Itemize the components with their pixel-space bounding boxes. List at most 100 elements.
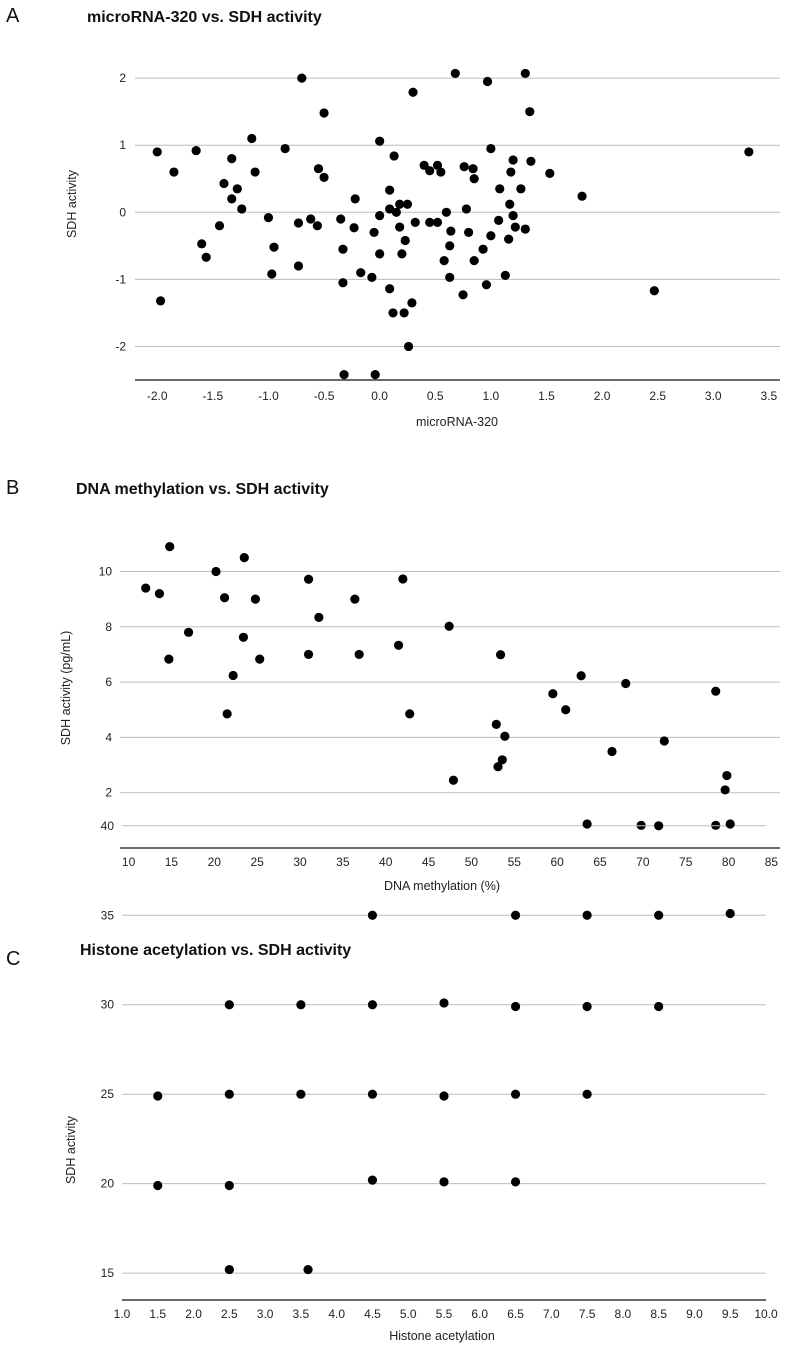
panel-c-x-tick-label: 2.0 <box>185 1307 202 1321</box>
panel-a-data-point <box>445 272 455 282</box>
panel-c-x-tick-label: 6.5 <box>507 1307 524 1321</box>
panel-c-data-point <box>367 910 378 920</box>
panel-a: A microRNA-320 vs. SDH activity -2-1012 … <box>6 5 780 429</box>
panel-a-data-point <box>410 217 420 227</box>
panel-c-y-tick-label: 35 <box>101 908 115 922</box>
panel-b-points <box>141 541 732 830</box>
panel-a-x-tick-label: 3.0 <box>705 389 722 403</box>
panel-a-data-point <box>464 227 474 238</box>
panel-a-data-point <box>313 164 324 174</box>
panel-b-data-point <box>722 770 732 781</box>
panel-b-data-point <box>165 541 175 552</box>
panel-c-data-point <box>153 1091 163 1101</box>
panel-a-y-tick-label: -1 <box>115 272 126 286</box>
panel-c-data-point <box>439 998 449 1008</box>
panel-c-x-tick-label: 4.0 <box>328 1307 345 1321</box>
panel-a-data-point <box>375 136 385 146</box>
panel-a-data-point <box>400 235 410 246</box>
panel-b-x-tick-label: 75 <box>679 855 693 869</box>
panel-c-x-tick-label: 6.0 <box>471 1307 488 1321</box>
panel-c-data-point <box>303 1264 313 1275</box>
panel-a-data-point <box>227 194 237 204</box>
panel-c-data-point <box>582 910 592 920</box>
panel-a-data-point <box>169 167 179 177</box>
panel-a-data-point <box>338 244 348 254</box>
panel-b-letter: B <box>6 477 19 499</box>
panel-a-data-point <box>425 217 435 227</box>
panel-b-data-point <box>354 649 364 660</box>
panel-a-data-point <box>482 76 493 87</box>
panel-c-x-tick-label: 1.5 <box>149 1307 166 1321</box>
panel-a-data-point <box>385 185 395 195</box>
panel-a-data-point <box>395 222 405 232</box>
panel-b-y-axis-label: SDH activity (pg/mL) <box>59 631 73 746</box>
panel-a-data-point <box>525 107 535 117</box>
panel-a-data-point <box>500 270 510 280</box>
panel-b-y-tick-label: 8 <box>105 620 112 634</box>
panel-b-x-tick-label: 70 <box>636 855 650 869</box>
panel-a-data-point <box>481 280 492 290</box>
panel-b-data-point <box>164 654 174 664</box>
panel-c-x-tick-label: 8.0 <box>615 1307 632 1321</box>
panel-a-data-point <box>269 242 279 252</box>
panel-c-data-point <box>510 1177 521 1187</box>
panel-b-data-point <box>238 632 249 642</box>
panel-a-data-point <box>370 370 380 380</box>
panel-b-data-point <box>711 686 721 696</box>
panel-a-data-point <box>350 194 360 204</box>
panel-b-data-point <box>659 736 669 746</box>
panel-b-x-tick-label: 50 <box>465 855 479 869</box>
panel-a-data-point <box>338 278 348 288</box>
panel-c-data-point <box>582 819 592 829</box>
panel-a-data-point <box>469 255 479 266</box>
panel-c-y-tick-label: 15 <box>101 1266 115 1280</box>
panel-a-data-point <box>510 222 520 232</box>
panel-a-x-tick-label: -2.0 <box>147 389 168 403</box>
panel-c-y-tick-label: 30 <box>101 998 115 1012</box>
panel-b-data-point <box>255 654 265 664</box>
panel-a-data-point <box>516 184 526 194</box>
panel-a-data-point <box>395 199 405 209</box>
panel-c-x-tick-label: 9.5 <box>722 1307 739 1321</box>
panel-a-data-point <box>263 213 274 223</box>
panel-b-data-point <box>448 775 459 785</box>
panel-b-y-tick-label: 2 <box>105 786 112 800</box>
panel-a-data-point <box>247 133 257 144</box>
panel-a-x-tick-label: 1.0 <box>483 389 500 403</box>
panel-a-letter: A <box>6 5 20 27</box>
panel-a-y-tick-label: 1 <box>119 138 126 152</box>
panel-b-y-tick-label: 10 <box>99 564 113 578</box>
panel-a-data-point <box>280 143 290 154</box>
panel-c-data-point <box>296 1000 306 1010</box>
panel-a-data-point <box>391 207 401 217</box>
panel-a-data-point <box>495 184 505 194</box>
panel-a-data-point <box>312 221 322 231</box>
panel-a-data-point <box>744 147 754 157</box>
panel-a-data-point <box>349 223 359 233</box>
panel-a-x-tick-label: -1.0 <box>258 389 279 403</box>
panel-b-x-tick-label: 85 <box>765 855 779 869</box>
panel-a-x-tick-label: 3.5 <box>761 389 778 403</box>
panel-a-x-tick-label: -1.5 <box>203 389 224 403</box>
panel-a-data-point <box>486 231 496 241</box>
panel-b-data-point <box>561 705 571 715</box>
panel-c-data-point <box>439 1177 449 1187</box>
panel-a-x-tick-label: -0.5 <box>314 389 335 403</box>
panel-a-data-point <box>439 255 449 266</box>
panel-a-x-tick-label: 0.0 <box>371 389 388 403</box>
panel-a-data-point <box>436 167 446 177</box>
panel-b-data-point <box>222 709 232 719</box>
panel-b-data-point <box>314 612 324 622</box>
panel-c-data-point <box>224 1180 234 1191</box>
panel-c-data-point <box>510 1089 521 1099</box>
panel-a-y-axis-label: SDH activity <box>65 169 79 238</box>
panel-a-data-point <box>293 261 304 271</box>
panel-b-data-point <box>141 583 151 593</box>
panel-b-x-tick-label: 40 <box>379 855 393 869</box>
panel-c-data-point <box>510 1001 521 1012</box>
panel-a-data-point <box>407 298 417 308</box>
panel-c-y-tick-label: 40 <box>101 819 115 833</box>
panel-b-x-tick-label: 10 <box>122 855 136 869</box>
panel-a-data-point <box>408 87 418 97</box>
panel-b-data-point <box>576 671 586 681</box>
